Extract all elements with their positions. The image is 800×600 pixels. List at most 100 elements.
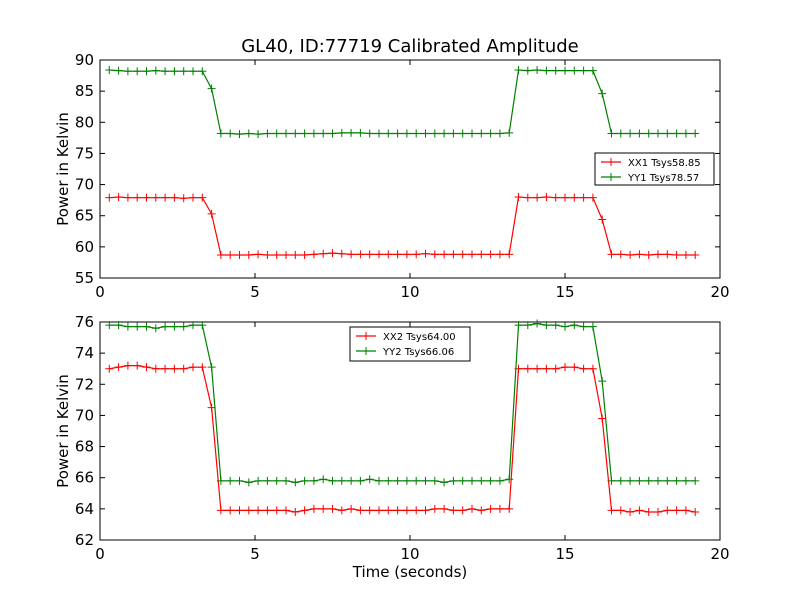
data-point — [365, 506, 374, 515]
data-point — [365, 475, 374, 484]
data-point — [319, 504, 328, 513]
data-point — [226, 250, 235, 259]
data-point — [244, 506, 253, 515]
data-point — [393, 250, 402, 259]
series-line — [109, 322, 696, 484]
data-point — [523, 364, 532, 373]
data-point — [598, 414, 607, 423]
data-point — [402, 129, 411, 138]
data-point — [477, 476, 486, 485]
data-point — [607, 250, 616, 259]
data-point — [142, 322, 151, 331]
data-point — [458, 476, 467, 485]
x-tick-label: 0 — [95, 545, 105, 563]
data-point — [365, 129, 374, 138]
data-point — [449, 506, 458, 515]
data-point — [663, 476, 672, 485]
data-point — [644, 476, 653, 485]
data-point — [393, 476, 402, 485]
data-point — [291, 250, 300, 259]
data-point — [663, 506, 672, 515]
data-point — [151, 364, 160, 373]
data-point — [347, 250, 356, 259]
data-point — [616, 476, 625, 485]
data-point — [542, 66, 551, 75]
data-point — [328, 249, 337, 258]
data-point — [309, 129, 318, 138]
data-point — [654, 507, 662, 516]
data-point — [356, 128, 365, 137]
data-point — [430, 476, 439, 485]
data-point — [216, 129, 225, 138]
data-point — [449, 250, 458, 259]
x-tick-label: 15 — [555, 283, 574, 301]
data-point — [626, 129, 635, 138]
data-point — [179, 364, 188, 373]
data-point — [607, 129, 616, 138]
data-point — [607, 506, 616, 515]
data-point — [244, 250, 253, 259]
data-point — [123, 67, 132, 76]
data-point — [272, 129, 281, 138]
data-point — [542, 193, 551, 202]
data-point — [551, 66, 560, 75]
data-point — [421, 476, 430, 485]
data-point — [189, 67, 197, 76]
data-point — [319, 249, 328, 258]
data-point — [133, 67, 142, 76]
data-point — [561, 363, 569, 372]
panel-1: 0 5 10 15 20 55 60 65 70 75 80 85 90 Power in Kelvin X… — [54, 51, 730, 301]
data-point — [477, 506, 486, 515]
data-point — [523, 66, 532, 75]
data-point — [207, 403, 216, 412]
data-point — [309, 476, 318, 485]
x-axis-label: Time (seconds) — [352, 563, 468, 581]
data-point — [468, 504, 476, 513]
data-point — [226, 129, 235, 138]
data-point — [635, 129, 644, 138]
data-point — [663, 129, 672, 138]
data-point — [588, 193, 597, 202]
data-point — [263, 250, 272, 259]
y-tick-label: 66 — [75, 469, 94, 487]
data-point — [393, 129, 402, 138]
data-point — [570, 321, 579, 330]
data-point — [421, 506, 430, 515]
data-point — [198, 363, 207, 372]
data-point — [319, 475, 328, 484]
data-point — [365, 250, 374, 259]
y-axis-label: Power in Kelvin — [54, 374, 72, 488]
data-point — [207, 84, 216, 93]
data-point — [616, 250, 625, 259]
data-point — [291, 129, 300, 138]
data-point — [282, 129, 290, 138]
data-point — [412, 506, 421, 515]
data-point — [189, 321, 197, 330]
data-point — [347, 476, 356, 485]
data-point — [114, 66, 123, 75]
data-point — [607, 476, 616, 485]
data-point — [533, 193, 542, 202]
data-point — [207, 363, 216, 372]
data-point — [337, 249, 346, 258]
data-point — [384, 506, 393, 515]
data-point — [440, 504, 449, 513]
data-point — [105, 193, 114, 202]
legend: XX1 Tsys58.85 YY1 Tsys78.57 — [594, 152, 715, 186]
data-point — [412, 250, 421, 259]
data-point — [635, 250, 644, 259]
y-tick-label: 90 — [75, 51, 94, 69]
data-point — [161, 322, 170, 331]
data-point — [384, 129, 393, 138]
x-tick-label: 20 — [710, 283, 729, 301]
data-point — [430, 504, 439, 513]
data-point — [114, 193, 123, 202]
data-point — [486, 476, 495, 485]
data-point — [170, 322, 179, 331]
data-point — [505, 475, 514, 484]
data-point — [505, 128, 514, 137]
data-point — [691, 507, 700, 516]
data-point — [449, 476, 458, 485]
data-point — [263, 129, 272, 138]
data-point — [681, 506, 690, 515]
